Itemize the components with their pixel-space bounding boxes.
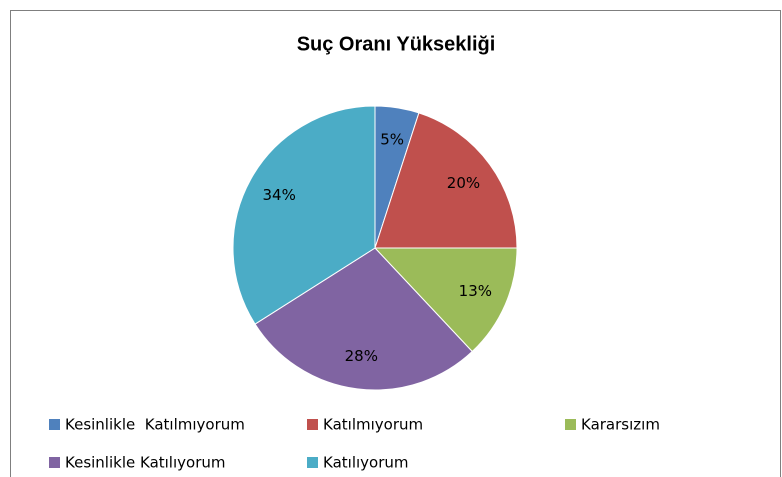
value-label: 5% xyxy=(380,131,404,149)
legend-label: Kesinlikle Katılmıyorum xyxy=(65,416,245,434)
pie-slice xyxy=(373,247,518,353)
value-label: 20% xyxy=(447,174,480,192)
value-label: 34% xyxy=(263,186,296,204)
legend-swatch xyxy=(49,419,60,430)
legend-swatch xyxy=(49,457,60,468)
chart-title: Suç Oranı Yüksekliği xyxy=(297,33,496,55)
value-label: 13% xyxy=(459,282,492,300)
legend-label: Kararsızım xyxy=(581,416,660,434)
legend-swatch xyxy=(307,419,318,430)
legend-label: Kesinlikle Katılıyorum xyxy=(65,454,225,472)
pie-slice xyxy=(254,247,473,391)
legend-swatch xyxy=(307,457,318,468)
pie-slice xyxy=(232,105,376,325)
pie-slice xyxy=(374,112,518,249)
legend-label: Katılıyorum xyxy=(323,454,409,472)
legend-swatch xyxy=(565,419,576,430)
legend-label: Katılmıyorum xyxy=(323,416,423,434)
value-label: 28% xyxy=(345,347,378,365)
